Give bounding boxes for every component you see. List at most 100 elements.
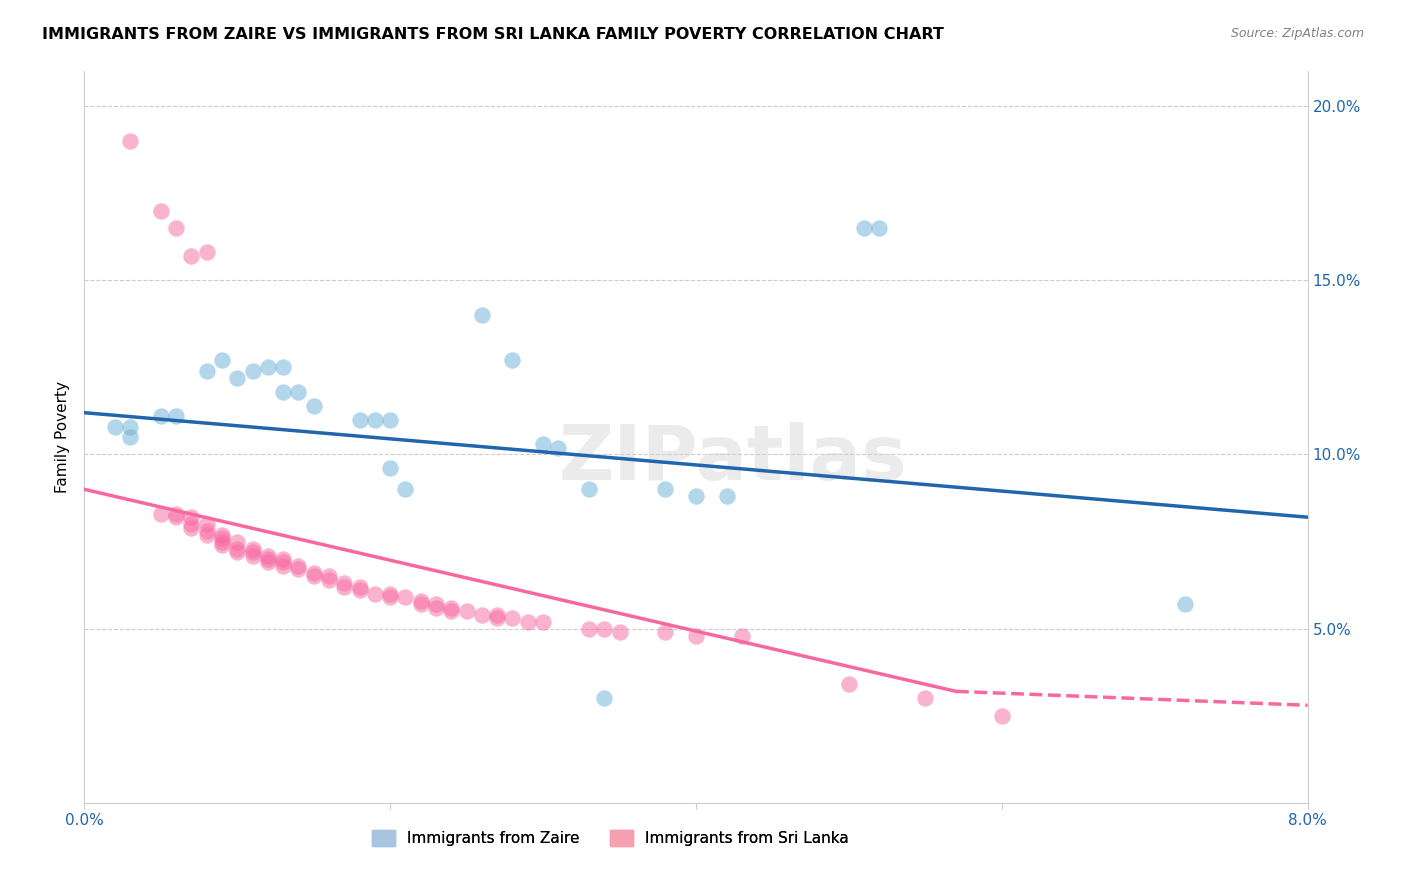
Point [731,629,754,643]
Point [380,412,402,426]
Point [257,552,280,566]
Point [149,203,172,218]
Point [271,558,294,573]
Point [853,221,876,235]
Point [531,437,554,451]
Point [149,409,172,424]
Point [409,594,432,608]
Point [271,384,294,399]
Point [120,419,142,434]
Point [195,524,218,538]
Point [593,622,616,636]
Point [685,489,707,503]
Point [486,611,509,625]
Y-axis label: Family Poverty: Family Poverty [55,381,70,493]
Text: ZIPatlas: ZIPatlas [558,422,907,496]
Point [271,556,294,570]
Point [242,545,264,559]
Point [502,611,524,625]
Point [165,507,187,521]
Point [716,489,738,503]
Point [120,134,142,148]
Point [425,597,447,611]
Point [226,534,249,549]
Point [226,545,249,559]
Point [195,364,218,378]
Point [104,419,127,434]
Point [349,580,371,594]
Point [180,249,202,263]
Point [394,591,416,605]
Point [394,483,416,497]
Point [242,549,264,563]
Point [242,364,264,378]
Point [425,600,447,615]
Point [380,461,402,475]
Point [257,556,280,570]
Point [333,580,356,594]
Point [195,517,218,532]
Point [440,604,463,618]
Point [211,353,233,368]
Point [440,600,463,615]
Point [1174,597,1197,611]
Point [349,583,371,598]
Point [838,677,860,691]
Point [364,412,387,426]
Point [165,409,187,424]
Point [456,604,478,618]
Point [165,221,187,235]
Point [486,607,509,622]
Point [654,625,676,640]
Point [120,430,142,444]
Point [516,615,538,629]
Point [302,566,325,580]
Point [409,597,432,611]
Point [578,483,600,497]
Point [226,541,249,556]
Point [471,308,494,322]
Point [287,562,309,576]
Point [593,691,616,706]
Text: IMMIGRANTS FROM ZAIRE VS IMMIGRANTS FROM SRI LANKA FAMILY POVERTY CORRELATION CH: IMMIGRANTS FROM ZAIRE VS IMMIGRANTS FROM… [42,27,943,42]
Point [271,360,294,375]
Point [211,534,233,549]
Point [869,221,891,235]
Point [287,558,309,573]
Point [318,573,340,587]
Legend: Immigrants from Zaire, Immigrants from Sri Lanka: Immigrants from Zaire, Immigrants from S… [364,822,856,854]
Point [211,531,233,545]
Point [364,587,387,601]
Point [914,691,936,706]
Point [165,510,187,524]
Point [211,527,233,541]
Point [609,625,631,640]
Point [531,615,554,629]
Point [991,708,1014,723]
Point [149,507,172,521]
Point [271,552,294,566]
Point [349,412,371,426]
Point [195,527,218,541]
Point [242,541,264,556]
Point [180,517,202,532]
Point [195,245,218,260]
Point [547,441,569,455]
Point [180,510,202,524]
Point [654,483,676,497]
Point [380,591,402,605]
Point [578,622,600,636]
Point [318,569,340,583]
Point [211,538,233,552]
Point [502,353,524,368]
Point [471,607,494,622]
Point [287,384,309,399]
Point [685,629,707,643]
Point [302,399,325,413]
Point [333,576,356,591]
Point [257,549,280,563]
Text: Source: ZipAtlas.com: Source: ZipAtlas.com [1230,27,1364,40]
Point [257,360,280,375]
Point [226,371,249,385]
Point [180,521,202,535]
